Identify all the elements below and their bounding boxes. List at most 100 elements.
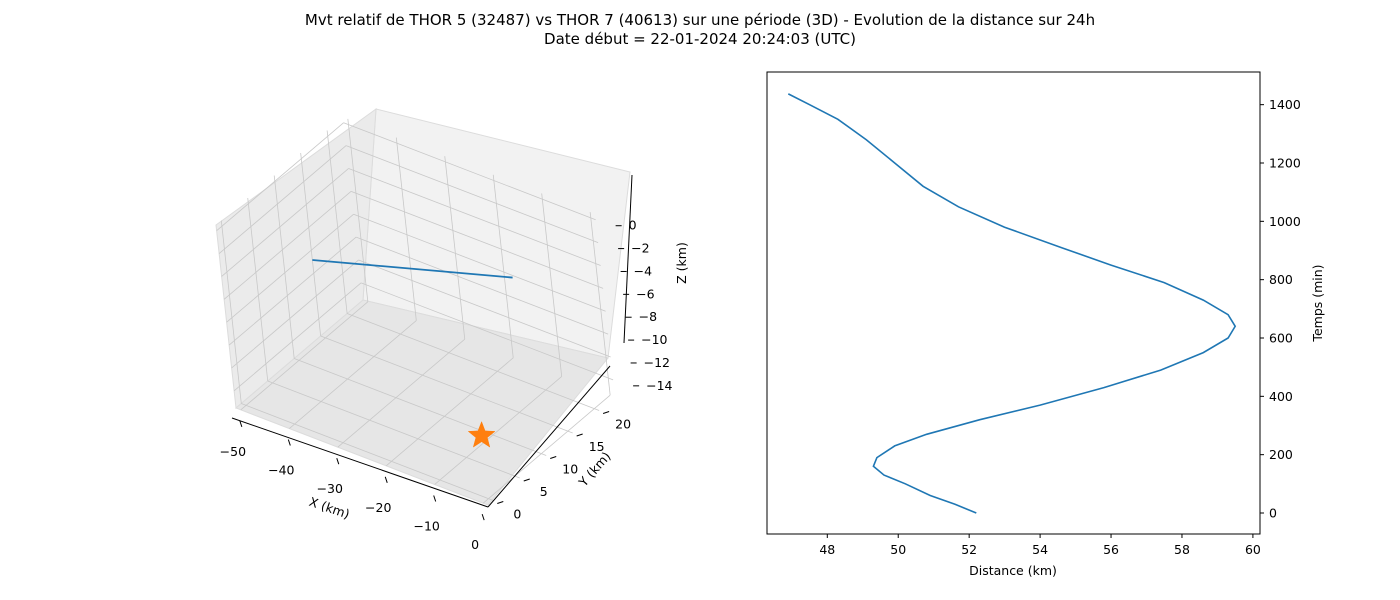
x-tick-label-3d: −20 xyxy=(365,500,391,515)
z-tick-label-3d: −12 xyxy=(644,355,670,370)
grid-line-y xyxy=(220,220,242,404)
y-tick-label-3d: 0 xyxy=(513,507,521,522)
grid-line-y xyxy=(247,197,269,382)
y-tick-3d xyxy=(523,478,530,482)
y-tick-3d xyxy=(497,501,504,504)
x-tick-3d xyxy=(433,495,437,502)
grid-line-y xyxy=(320,335,573,434)
x-tick-3d xyxy=(287,439,291,446)
plot-2d: 48 50 52 54 56 58 600200400600800100012001400 … xyxy=(766,71,1325,578)
grid-line-z xyxy=(350,190,604,289)
grid-line-z xyxy=(221,168,349,277)
ticks-3d: −50 −40 −30 −20 −10 0 0 5 10 15 20 0 −2 −4 −6 −8 −10 −12 −… xyxy=(220,218,673,552)
y-tick-3d xyxy=(602,411,610,414)
z-tick-label-3d: −2 xyxy=(631,241,649,256)
grid-line-z xyxy=(218,145,347,254)
z-tick-label-3d: −8 xyxy=(639,309,657,324)
grid-line-z xyxy=(223,191,352,300)
x-axis-label-3d: X (km) xyxy=(307,494,351,522)
x-tick-label-2d: 58 xyxy=(1174,542,1190,557)
grid-line-y xyxy=(294,358,547,456)
grid-line-x xyxy=(347,118,369,302)
grid-line-y xyxy=(273,175,295,359)
y-axis-label-3d: Y (km) xyxy=(575,449,614,490)
x-tick-label-2d: 48 xyxy=(819,542,835,557)
x-tick-label-3d: −50 xyxy=(220,444,246,459)
grid-line-x xyxy=(395,137,417,321)
grid-line-x xyxy=(240,301,369,411)
x-tick-label-3d: −40 xyxy=(268,463,294,478)
y-tick-label-3d: 15 xyxy=(589,439,605,454)
y-tick-label-2d: 1000 xyxy=(1269,214,1301,229)
grid-line-x xyxy=(434,376,562,485)
z-axis-label-3d: Z (km) xyxy=(674,242,689,284)
z-axis-line xyxy=(623,174,633,344)
x-tick-3d xyxy=(384,476,388,483)
x-axis-label-2d: Distance (km) xyxy=(969,563,1057,578)
x-tick-label-2d: 60 xyxy=(1245,542,1261,557)
grid-line-z xyxy=(226,213,354,323)
y-tick-label-2d: 200 xyxy=(1269,447,1293,462)
y-axis-line xyxy=(487,365,611,508)
x-tick-label-3d: −10 xyxy=(413,518,439,533)
grid-line-x xyxy=(492,174,514,358)
x-tick-label-3d: −30 xyxy=(317,481,343,496)
y-axis-label-2d: Temps (min) xyxy=(1310,264,1325,342)
grid-line-x xyxy=(541,193,563,377)
data-3d xyxy=(312,259,513,448)
figure-subtitle: Date début = 22-01-2024 20:24:03 (UTC) xyxy=(544,30,856,48)
distance-curve xyxy=(787,93,1237,514)
x-axis-line xyxy=(231,417,489,508)
grid-line-y xyxy=(300,152,322,337)
z-tick-label-3d: 0 xyxy=(629,218,637,233)
grid-line-z xyxy=(358,259,611,358)
grid-line-x xyxy=(385,357,514,467)
trajectory-line xyxy=(312,259,513,279)
x-tick-label-2d: 52 xyxy=(961,542,977,557)
plot-2d-frame xyxy=(766,71,1261,535)
grid-3d xyxy=(216,118,614,504)
figure-title: Mvt relatif de THOR 5 (32487) vs THOR 7 … xyxy=(305,11,1095,29)
y-tick-label-3d: 20 xyxy=(615,417,631,432)
grid-line-z xyxy=(343,122,596,221)
y-tick-label-2d: 400 xyxy=(1269,389,1293,404)
grid-line-y xyxy=(267,380,520,479)
x-tick-label-2d: 50 xyxy=(890,542,906,557)
x-tick-3d xyxy=(336,458,340,465)
origin-star-marker xyxy=(467,421,496,448)
grid-line-z xyxy=(233,282,362,392)
grid-line-y xyxy=(346,313,600,411)
grid-line-x xyxy=(444,156,466,340)
grid-line-z xyxy=(360,282,614,381)
grid-line-x xyxy=(337,338,466,448)
y-tick-3d xyxy=(576,433,583,437)
grid-line-z xyxy=(216,122,344,232)
plot-3d: −50 −40 −30 −20 −10 0 0 5 10 15 20 0 −2 −4 −6 −8 −10 −12 −… xyxy=(215,107,689,552)
y-tick-3d xyxy=(550,456,557,459)
y-tick-label-2d: 0 xyxy=(1269,506,1277,521)
z-tick-label-3d: −6 xyxy=(636,286,654,301)
z-tick-label-3d: −4 xyxy=(634,263,652,278)
y-tick-label-3d: 5 xyxy=(540,484,548,499)
grid-line-x xyxy=(482,394,611,504)
grid-line-y xyxy=(326,130,348,314)
x-tick-label-2d: 54 xyxy=(1032,542,1048,557)
y-tick-label-2d: 1400 xyxy=(1269,97,1301,112)
y-tick-label-2d: 1200 xyxy=(1269,156,1301,171)
grid-line-y xyxy=(241,403,494,501)
z-tick-label-3d: −14 xyxy=(646,378,672,393)
grid-line-z xyxy=(353,213,606,312)
grid-line-x xyxy=(289,320,417,429)
grid-line-x xyxy=(589,212,611,396)
grid-line-z xyxy=(348,168,601,266)
y-tick-label-2d: 800 xyxy=(1269,272,1293,287)
grid-line-z xyxy=(345,145,599,243)
grid-line-z xyxy=(231,259,359,369)
x-tick-label-3d: 0 xyxy=(471,537,479,552)
z-tick-label-3d: −10 xyxy=(641,332,667,347)
x-tick-label-2d: 56 xyxy=(1103,542,1119,557)
y-tick-label-3d: 10 xyxy=(562,462,578,477)
x-tick-3d xyxy=(481,513,485,521)
